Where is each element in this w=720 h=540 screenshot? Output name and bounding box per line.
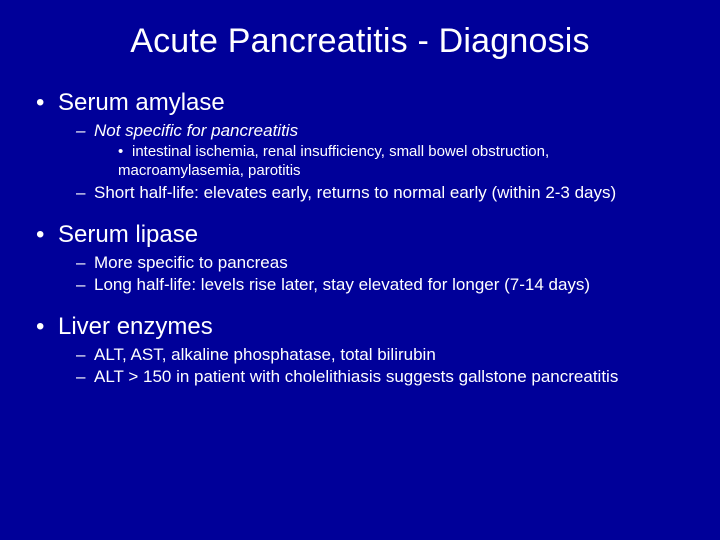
dash-icon: – <box>76 121 94 141</box>
section-liver-enzymes: •Liver enzymes –ALT, AST, alkaline phosp… <box>28 313 692 387</box>
bullet-level1: •Serum lipase <box>28 221 692 249</box>
dash-icon: – <box>76 183 94 203</box>
bullet-text: Long half-life: levels rise later, stay … <box>94 275 590 294</box>
slide-title: Acute Pancreatitis - Diagnosis <box>28 22 692 61</box>
section-serum-lipase: •Serum lipase –More specific to pancreas… <box>28 221 692 295</box>
section-serum-amylase: •Serum amylase –Not specific for pancrea… <box>28 89 692 203</box>
bullet-label: Serum lipase <box>58 221 198 248</box>
bullet-icon: • <box>36 313 58 341</box>
bullet-level3: •intestinal ischemia, renal insufficienc… <box>28 143 692 181</box>
dash-icon: – <box>76 253 94 273</box>
bullet-level2: –Short half-life: elevates early, return… <box>28 183 692 203</box>
bullet-text: ALT, AST, alkaline phosphatase, total bi… <box>94 345 436 364</box>
bullet-level1: •Liver enzymes <box>28 313 692 341</box>
bullet-text: Short half-life: elevates early, returns… <box>94 183 616 202</box>
bullet-level2: –ALT > 150 in patient with cholelithiasi… <box>28 367 692 387</box>
bullet-level2: –Not specific for pancreatitis <box>28 121 692 141</box>
bullet-text: Not specific for pancreatitis <box>94 121 298 140</box>
bullet-level2: –ALT, AST, alkaline phosphatase, total b… <box>28 345 692 365</box>
dash-icon: – <box>76 367 94 387</box>
bullet-text: ALT > 150 in patient with cholelithiasis… <box>94 367 618 386</box>
bullet-level2: –More specific to pancreas <box>28 253 692 273</box>
slide-container: Acute Pancreatitis - Diagnosis •Serum am… <box>0 0 720 540</box>
dot-icon: • <box>118 143 132 162</box>
bullet-icon: • <box>36 221 58 249</box>
bullet-text: More specific to pancreas <box>94 253 288 272</box>
bullet-icon: • <box>36 89 58 117</box>
bullet-level2: –Long half-life: levels rise later, stay… <box>28 275 692 295</box>
dash-icon: – <box>76 345 94 365</box>
bullet-label: Liver enzymes <box>58 313 213 340</box>
bullet-label: Serum amylase <box>58 89 225 116</box>
bullet-text: intestinal ischemia, renal insufficiency… <box>118 143 549 179</box>
dash-icon: – <box>76 275 94 295</box>
bullet-level1: •Serum amylase <box>28 89 692 117</box>
